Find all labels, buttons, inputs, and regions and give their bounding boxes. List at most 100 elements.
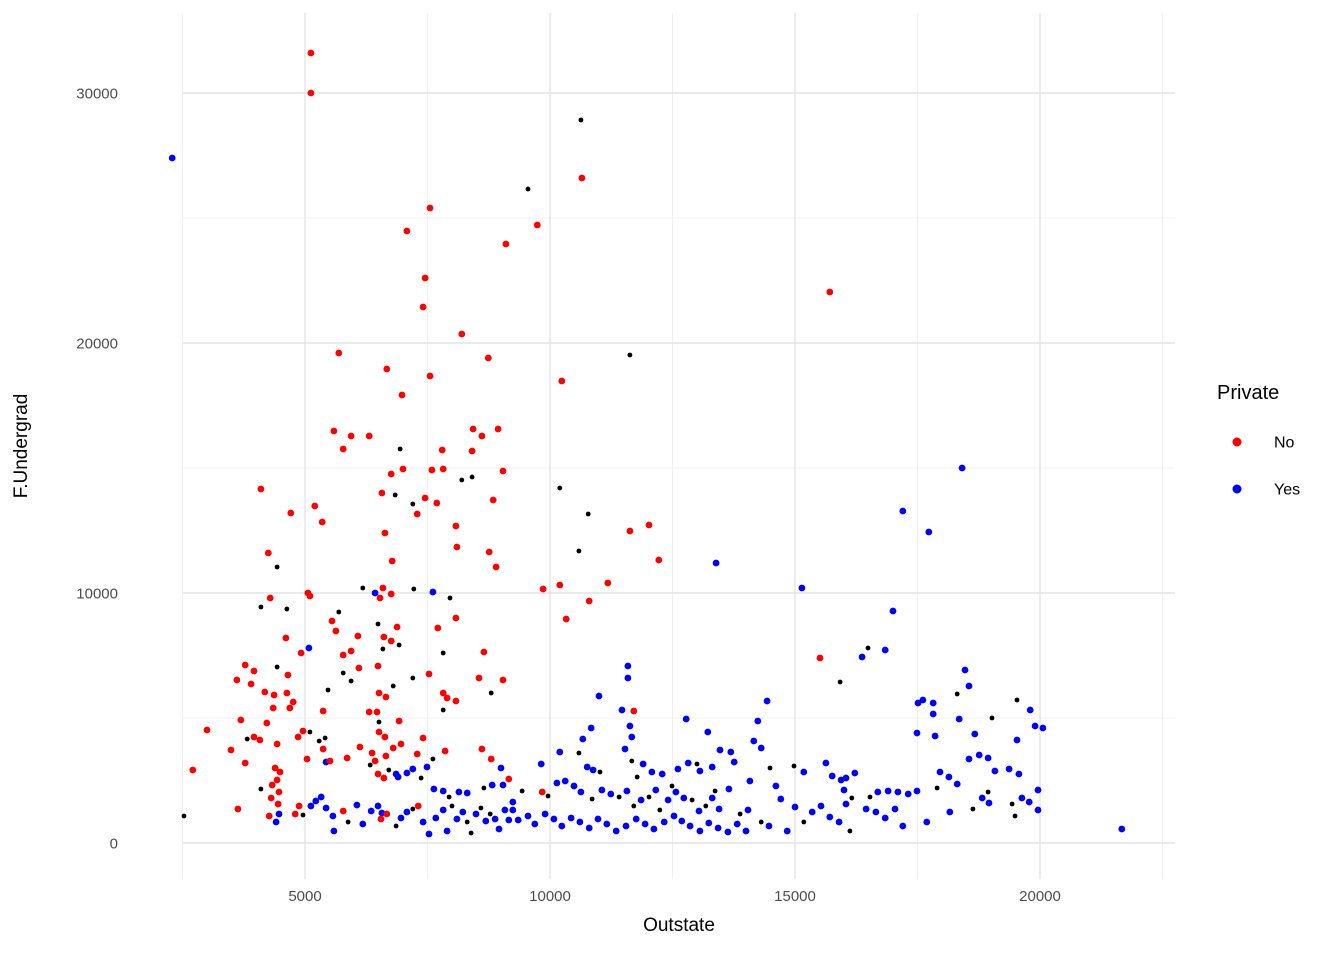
data-point-no <box>330 427 338 435</box>
data-point-yes <box>371 589 379 597</box>
data-point-yes <box>1118 825 1126 833</box>
data-point-yes <box>621 745 629 753</box>
data-point-no <box>306 592 314 600</box>
x-tick-label: 10000 <box>529 888 571 905</box>
data-point-no <box>419 734 427 742</box>
data-point-unlabeled <box>767 765 773 771</box>
data-point-no <box>578 174 586 182</box>
data-point-unlabeled <box>440 707 446 713</box>
data-point-no <box>387 590 395 598</box>
data-point-no <box>307 89 315 97</box>
data-point-yes <box>624 674 632 682</box>
data-point-yes <box>626 722 634 730</box>
data-point-yes <box>423 763 431 771</box>
data-point-unlabeled <box>447 595 453 601</box>
data-point-yes <box>858 653 866 661</box>
data-point-unlabeled <box>487 811 493 817</box>
data-point-yes <box>595 692 603 700</box>
data-point-yes <box>374 802 382 810</box>
data-point-yes <box>499 781 507 789</box>
data-point-no <box>419 303 427 311</box>
data-point-yes <box>955 715 963 723</box>
data-point-yes <box>585 824 593 832</box>
legend-items: No Yes <box>1232 435 1300 499</box>
data-point-yes <box>556 748 564 756</box>
data-point-yes <box>322 804 330 812</box>
data-point-yes <box>577 788 585 796</box>
data-point-yes <box>985 799 993 807</box>
data-point-no <box>256 736 264 744</box>
data-point-yes <box>919 696 927 704</box>
data-point-no <box>604 579 612 587</box>
data-point-yes <box>881 814 889 822</box>
data-point-no <box>443 694 451 702</box>
data-point-unlabeled <box>488 690 494 696</box>
data-point-yes <box>367 807 375 815</box>
data-point-no <box>374 662 382 670</box>
data-point-unlabeled <box>849 795 855 801</box>
data-point-unlabeled <box>396 642 402 648</box>
data-point-no <box>237 716 245 724</box>
data-point-unlabeled <box>837 679 843 685</box>
data-point-no <box>270 691 278 699</box>
data-point-unlabeled <box>525 186 531 192</box>
data-point-yes <box>708 763 716 771</box>
data-point-yes <box>674 765 682 773</box>
data-point-no <box>562 615 570 623</box>
data-point-yes <box>639 760 647 768</box>
data-point-unlabeled <box>519 788 525 794</box>
data-point-yes <box>984 754 992 762</box>
data-point-no <box>263 719 271 727</box>
data-point-unlabeled <box>411 586 417 592</box>
data-point-yes <box>652 786 660 794</box>
data-point-yes <box>637 796 645 804</box>
data-point-no <box>374 770 382 778</box>
data-point-no <box>380 633 388 641</box>
data-point-yes <box>612 827 620 835</box>
data-point-no <box>403 227 411 235</box>
data-point-yes <box>765 822 773 830</box>
data-point-no <box>299 727 307 735</box>
data-point-yes <box>482 817 490 825</box>
data-point-yes <box>733 820 741 828</box>
data-point-no <box>261 688 269 696</box>
data-point-yes <box>708 794 716 802</box>
data-point-no <box>380 774 388 782</box>
legend: Private No Yes <box>1217 382 1300 499</box>
data-point-yes <box>899 507 907 515</box>
data-point-yes <box>495 825 503 833</box>
data-point-no <box>434 624 442 632</box>
data-point-no <box>387 637 395 645</box>
data-point-no <box>297 649 305 657</box>
data-point-yes <box>531 820 539 828</box>
data-point-yes <box>541 810 549 818</box>
data-point-yes <box>397 814 405 822</box>
data-point-unlabeled <box>348 678 354 684</box>
data-point-yes <box>684 759 692 767</box>
data-point-unlabeled <box>597 769 603 775</box>
data-point-yes <box>432 814 440 822</box>
data-point-unlabeled <box>393 823 399 829</box>
legend-swatch-icon <box>1232 484 1242 494</box>
data-point-no <box>585 597 593 605</box>
data-point-no <box>339 445 347 453</box>
data-point-no <box>332 627 340 635</box>
data-point-no <box>377 815 385 823</box>
data-point-yes <box>754 717 762 725</box>
data-point-yes <box>660 818 668 826</box>
data-point-no <box>376 594 384 602</box>
data-point-no <box>383 810 391 818</box>
data-point-no <box>505 775 513 783</box>
data-point-unlabeled <box>367 762 373 768</box>
y-axis-title: F.Undergrad <box>11 394 32 499</box>
data-point-yes <box>329 812 337 820</box>
data-point-unlabeled <box>360 585 366 591</box>
data-point-no <box>433 499 441 507</box>
data-point-no <box>382 752 390 760</box>
data-point-no <box>189 766 197 774</box>
data-point-no <box>645 521 653 529</box>
data-point-no <box>283 689 291 697</box>
data-point-unlabeled <box>1012 813 1018 819</box>
legend-swatch-icon <box>1232 437 1242 447</box>
data-point-unlabeled <box>469 474 475 480</box>
